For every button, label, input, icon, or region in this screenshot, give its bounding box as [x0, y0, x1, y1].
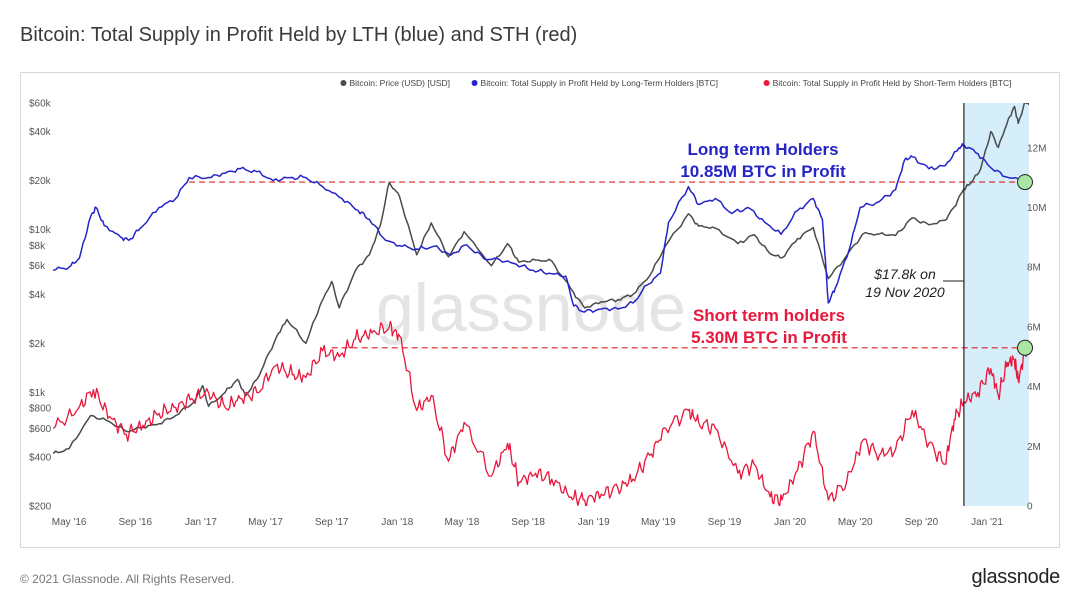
x-tick-label: Sep '17 — [315, 517, 349, 528]
series-line-lth — [53, 143, 1029, 313]
y-left-tick-label: $8k — [29, 241, 46, 252]
end-marker-sth — [1017, 339, 1033, 356]
y-right-tick-label: 6M — [1027, 322, 1041, 333]
lth-annotation-line1: Long term Holders — [687, 140, 838, 159]
sth-annotation-line2: 5.30M BTC in Profit — [691, 328, 847, 347]
x-tick-label: Sep '18 — [511, 517, 545, 528]
watermark-text: glassnode — [376, 270, 686, 346]
page-title: Bitcoin: Total Supply in Profit Held by … — [20, 24, 578, 46]
y-left-tick-label: $600 — [29, 424, 52, 435]
y-left-tick-label: $6k — [29, 261, 46, 272]
x-tick-label: Sep '19 — [708, 517, 742, 528]
legend: Bitcoin: Total Supply in Profit Held by … — [340, 78, 1011, 88]
end-marker-lth — [1017, 174, 1033, 191]
legend-dot-price — [340, 80, 347, 86]
chart-svg: glassnode Bitcoin: Total Supply in Profi… — [29, 78, 1046, 528]
sth-annotation-line1: Short term holders — [693, 306, 845, 325]
y-left-tick-label: $40k — [29, 127, 52, 138]
legend-dot-lth — [471, 80, 478, 86]
series-lines — [53, 103, 1029, 506]
x-tick-label: Jan '18 — [381, 517, 413, 528]
y-right-tick-label: 12M — [1027, 143, 1046, 154]
highlight-region — [963, 103, 1029, 506]
x-tick-label: May '20 — [838, 517, 873, 528]
x-tick-label: May '16 — [52, 517, 87, 528]
x-tick-label: Jan '17 — [185, 517, 217, 528]
y-right-tick-label: 0 — [1027, 502, 1033, 513]
reference-lines — [189, 181, 1029, 349]
y-left-tick-label: $200 — [29, 502, 52, 513]
series-line-sth — [53, 320, 1029, 506]
legend-label-price: Bitcoin: Price (USD) [USD] — [349, 78, 450, 88]
y-right-tick-label: 10M — [1027, 203, 1046, 214]
y-left-tick-label: $2k — [29, 339, 46, 350]
x-tick-label: May '17 — [248, 517, 283, 528]
y-left-tick-label: $60k — [29, 99, 52, 110]
legend-label-sth: Bitcoin: Total Supply in Profit Held by … — [773, 78, 1012, 88]
x-tick-label: Sep '16 — [119, 517, 153, 528]
x-tick-label: Sep '20 — [905, 517, 939, 528]
y-axis-left: $200 $400 $600 $800 $1k $2k $4k $6k $8k $10k $20k $… — [29, 99, 52, 513]
lth-annotation-line2: 10.85M BTC in Profit — [680, 162, 846, 181]
x-tick-label: Jan '19 — [578, 517, 610, 528]
series-line-price — [53, 103, 1029, 455]
y-axis-right: 0 2M 4M 6M 8M 10M 12M — [1027, 143, 1046, 512]
x-axis: May '16 Sep '16 Jan '17 May '17 Sep '17 Jan '… — [52, 517, 1004, 528]
x-tick-label: May '19 — [641, 517, 676, 528]
y-right-tick-label: 4M — [1027, 382, 1041, 393]
y-right-tick-label: 8M — [1027, 263, 1041, 274]
chart-container: glassnode Bitcoin: Total Supply in Profi… — [20, 72, 1060, 548]
x-tick-label: May '18 — [445, 517, 480, 528]
y-left-tick-label: $800 — [29, 404, 52, 415]
y-left-tick-label: $400 — [29, 453, 52, 464]
x-tick-label: Jan '21 — [971, 517, 1003, 528]
footer-brand-logo: glassnode — [971, 566, 1061, 588]
price-annotation-line2: 19 Nov 2020 — [865, 284, 945, 300]
end-markers — [1017, 174, 1033, 356]
y-left-tick-label: $10k — [29, 225, 52, 236]
footer-copyright: © 2021 Glassnode. All Rights Reserved. — [20, 572, 235, 586]
y-left-tick-label: $4k — [29, 290, 46, 301]
legend-dot-sth — [763, 80, 770, 86]
legend-label-lth: Bitcoin: Total Supply in Profit Held by … — [481, 78, 718, 88]
x-tick-label: Jan '20 — [774, 517, 806, 528]
price-annotation-line1: $17.8k on — [873, 266, 936, 282]
y-right-tick-label: 2M — [1027, 442, 1041, 453]
y-left-tick-label: $1k — [29, 388, 46, 399]
y-left-tick-label: $20k — [29, 176, 52, 187]
